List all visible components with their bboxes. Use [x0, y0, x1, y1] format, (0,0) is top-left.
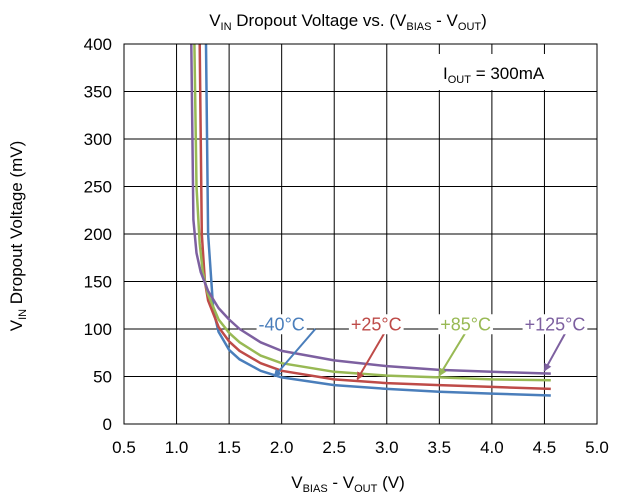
y-tick-labels: 0 50 100 150 200 250 300 350 400 [84, 35, 112, 434]
y-tick-label: 150 [84, 273, 112, 292]
label-background [348, 314, 404, 335]
annotation-box: IOUT = 300mA [430, 54, 578, 90]
y-tick-label: 250 [84, 178, 112, 197]
x-tick-label: 1.5 [217, 438, 241, 457]
label-arrow [543, 328, 569, 372]
series-label: +85°C [440, 314, 491, 334]
label-arrow [356, 328, 388, 381]
series-labels: -40°C +25°C +85°C +125°C [256, 314, 588, 335]
series-lines [190, 43, 551, 397]
x-tick-labels: 0.5 1.0 1.5 2.0 2.5 3.0 3.5 4.0 4.5 5.0 [112, 438, 609, 457]
x-axis-label: VBIAS - VOUT (V) [291, 473, 405, 495]
x-tick-label: 5.0 [585, 438, 609, 457]
x-tick-label: 0.5 [112, 438, 136, 457]
y-tick-label: 200 [84, 225, 112, 244]
x-tick-label: 3.0 [375, 438, 399, 457]
label-background [522, 314, 588, 335]
plot-frame [123, 43, 598, 425]
y-tick-label: 100 [84, 320, 112, 339]
y-tick-label: 350 [84, 83, 112, 102]
series-label: +125°C [525, 314, 586, 334]
label-arrow [438, 328, 469, 377]
label-background [256, 314, 307, 335]
y-tick-label: 300 [84, 130, 112, 149]
y-tick-label: 50 [93, 368, 112, 387]
y-tick-label: 400 [84, 35, 112, 54]
y-tick-label: 0 [103, 415, 112, 434]
series-line [193, 43, 551, 382]
series-label: -40°C [259, 314, 305, 334]
series-label: +25°C [351, 314, 402, 334]
x-tick-label: 4.0 [480, 438, 504, 457]
current-annotation: IOUT = 300mA [443, 64, 545, 86]
x-tick-label: 3.5 [428, 438, 452, 457]
label-arrow [273, 328, 317, 378]
x-tick-label: 2.0 [270, 438, 294, 457]
chart-title: VIN Dropout Voltage vs. (VBIAS - VOUT) [209, 11, 487, 33]
x-tick-label: 2.5 [322, 438, 346, 457]
label-arrows [273, 328, 569, 381]
x-tick-label: 4.5 [533, 438, 557, 457]
series-line [190, 43, 551, 375]
label-background [438, 314, 493, 335]
y-axis-label: VIN Dropout Voltage (mV) [7, 141, 29, 332]
x-tick-label: 1.0 [165, 438, 189, 457]
